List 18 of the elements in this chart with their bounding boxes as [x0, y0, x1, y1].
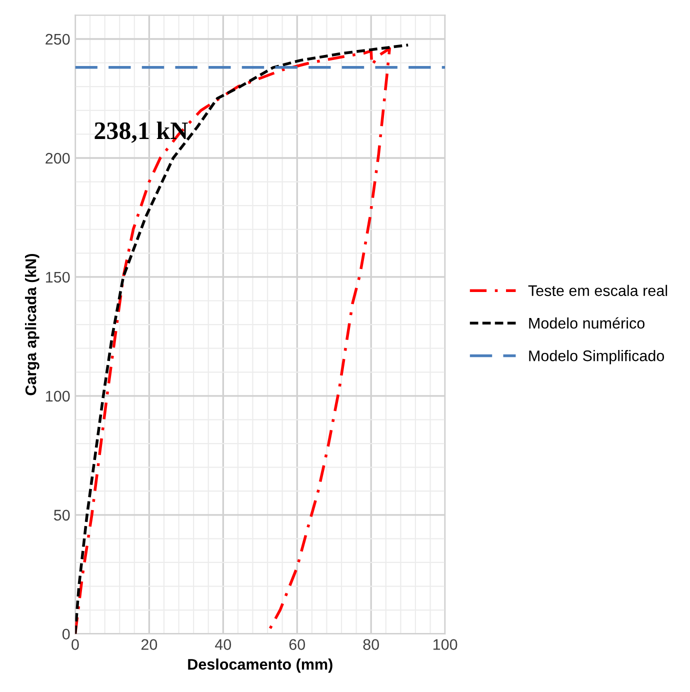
y-tick-label: 200 — [46, 152, 70, 164]
legend-label: Modelo Simplificado — [529, 350, 664, 364]
x-axis-title: Deslocamento (mm) — [188, 658, 332, 673]
y-tick-label: 0 — [62, 628, 70, 640]
y-tick-label: 50 — [54, 510, 70, 521]
x-tick-label: 40 — [215, 639, 232, 650]
y-tick-label: 150 — [46, 272, 70, 283]
x-tick-label: 80 — [363, 639, 379, 650]
x-tick-label: 100 — [433, 639, 458, 650]
x-tick-label: 0 — [72, 639, 79, 650]
annotation: 238,1 kN — [94, 122, 188, 143]
y-tick-label: 100 — [46, 390, 70, 402]
legend-label: Teste em escala real — [528, 284, 668, 296]
legend-label: Modelo numérico — [529, 317, 644, 329]
x-tick-label: 60 — [289, 639, 306, 650]
x-tick-label: 20 — [141, 639, 158, 650]
y-axis-title: Carga aplicada (kN) — [24, 254, 40, 396]
y-tick-label: 250 — [46, 34, 70, 45]
